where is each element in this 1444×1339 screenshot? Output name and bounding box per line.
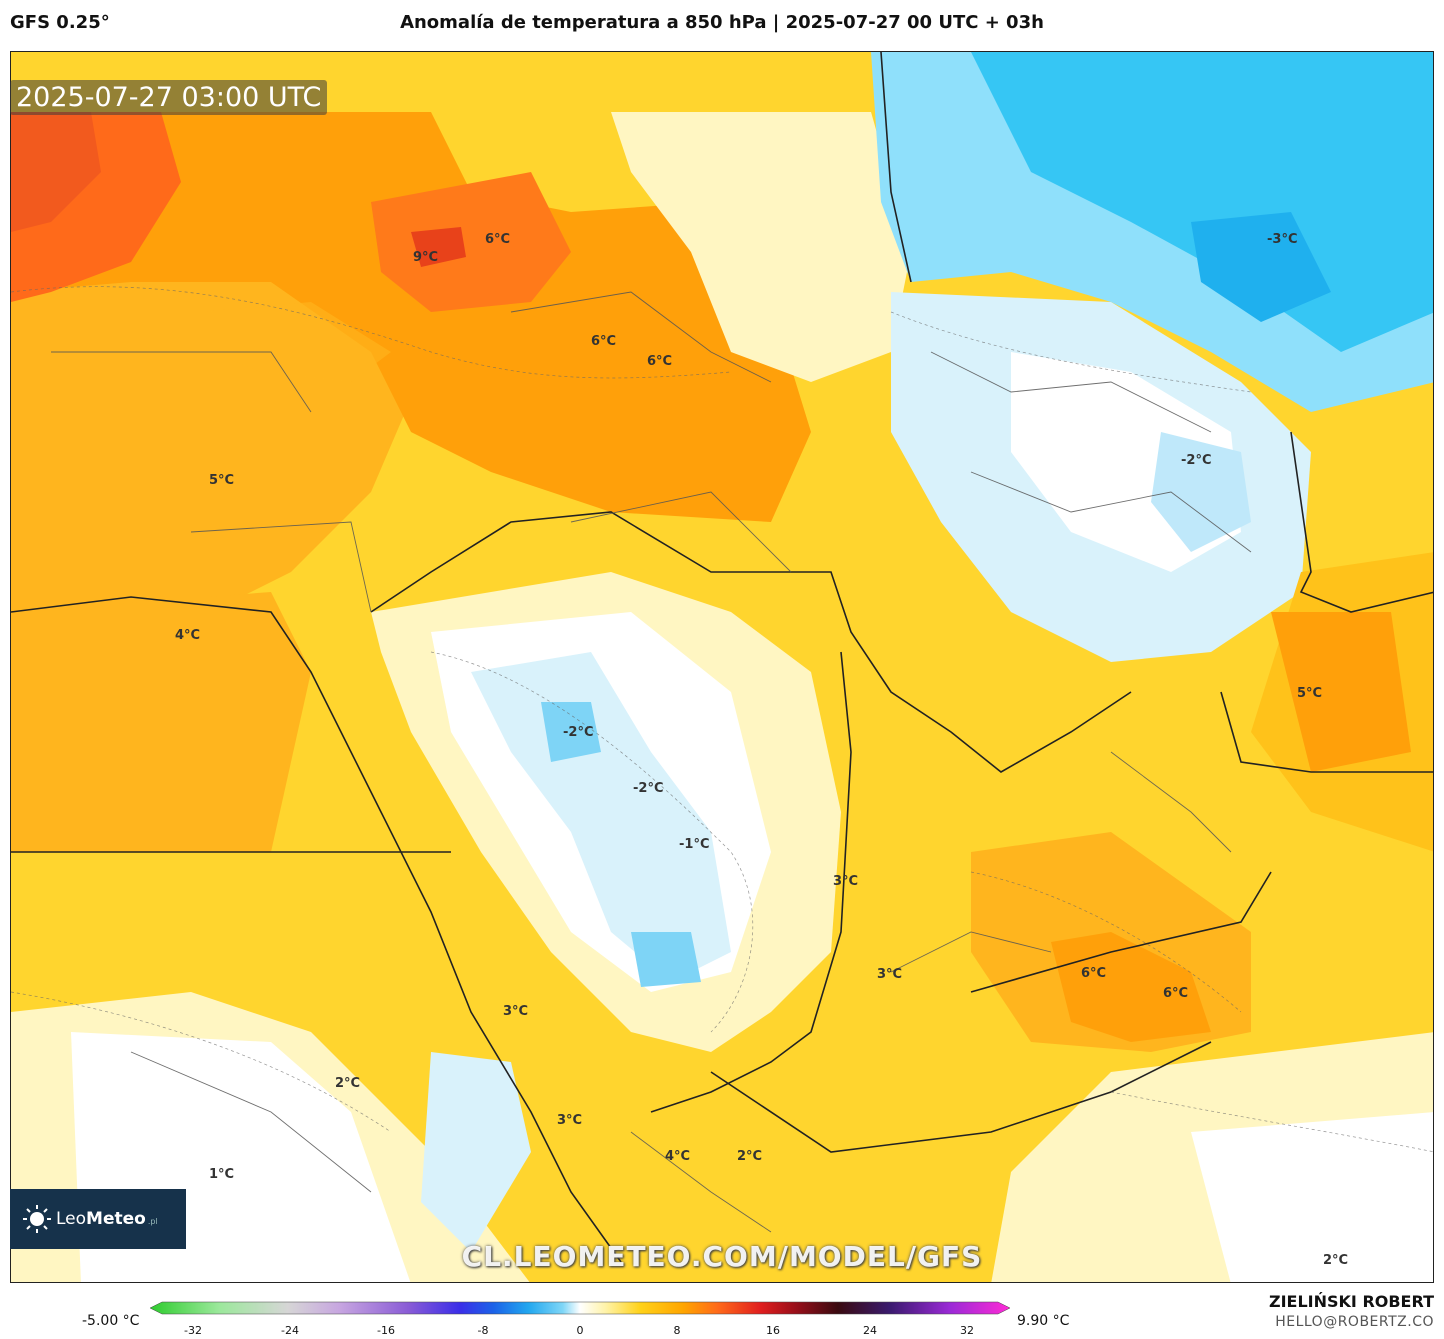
contour-label: 3°C <box>833 874 859 889</box>
valid-time-badge: 2025-07-27 03:00 UTC <box>10 80 328 115</box>
colorbar <box>150 1301 1010 1315</box>
contour-label: 6°C <box>647 354 673 369</box>
map-area: 6°C 9°C 6°C 6°C -3°C 5°C -2°C 4°C -2°C -… <box>10 51 1434 1283</box>
contour-label: -2°C <box>563 725 594 740</box>
colorbar-tick: -32 <box>184 1324 202 1337</box>
colorbar-tick: -8 <box>477 1324 489 1337</box>
colorbar-max-label: 9.90 °C <box>1017 1313 1070 1329</box>
contour-label: 6°C <box>591 334 617 349</box>
model-name: GFS 0.25° <box>10 12 110 33</box>
contour-label: 5°C <box>1297 686 1323 701</box>
anomaly-field <box>11 52 1433 1282</box>
author-name: ZIELIŃSKI ROBERT <box>1268 1292 1434 1311</box>
author-email[interactable]: HELLO@ROBERTZ.CO <box>1275 1314 1434 1330</box>
contour-label: 3°C <box>557 1113 583 1128</box>
colorbar-tick: 32 <box>960 1324 974 1337</box>
logo-text: LeoMeteo .pl <box>56 1209 158 1229</box>
contour-label: 4°C <box>175 628 201 643</box>
colorbar-tick: 16 <box>766 1324 780 1337</box>
contour-label: -2°C <box>1181 453 1212 468</box>
contour-label: 5°C <box>209 473 235 488</box>
leometeo-logo[interactable]: LeoMeteo .pl <box>10 1189 186 1249</box>
sun-icon <box>23 1205 51 1233</box>
colorbar-tick: 0 <box>576 1324 584 1337</box>
colorbar-min-label: -5.00 °C <box>82 1313 140 1329</box>
source-url-watermark: CL.LEOMETEO.COM/MODEL/GFS <box>461 1240 983 1273</box>
colorbar-tick: -16 <box>377 1324 395 1337</box>
colorbar-tick: 24 <box>863 1324 877 1337</box>
contour-label: 3°C <box>503 1004 529 1019</box>
contour-label: 2°C <box>1323 1253 1349 1268</box>
colorbar-tick: -24 <box>281 1324 299 1337</box>
contour-label: 6°C <box>1081 966 1107 981</box>
contour-label: 3°C <box>877 967 903 982</box>
colorbar-tick: 8 <box>673 1324 681 1337</box>
contour-label: -1°C <box>679 837 710 852</box>
contour-label: 2°C <box>737 1149 763 1164</box>
chart-title: Anomalía de temperatura a 850 hPa | 2025… <box>400 12 1044 33</box>
contour-label: 6°C <box>485 232 511 247</box>
contour-label: 4°C <box>665 1149 691 1164</box>
contour-label: 1°C <box>209 1167 235 1182</box>
contour-label: 6°C <box>1163 986 1189 1001</box>
contour-label: -3°C <box>1267 232 1298 247</box>
contour-label: 2°C <box>335 1076 361 1091</box>
contour-label: 9°C <box>413 250 439 265</box>
contour-label: -2°C <box>633 781 664 796</box>
